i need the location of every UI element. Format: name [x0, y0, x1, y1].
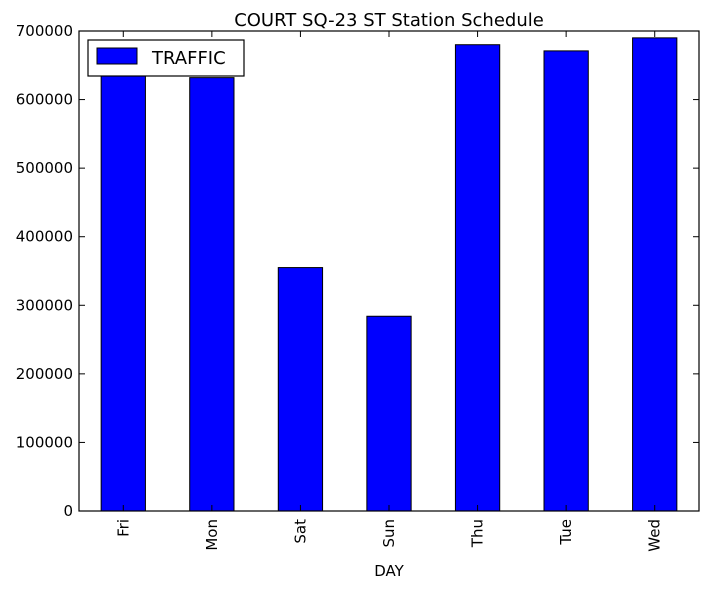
y-tick-label: 200000 — [16, 365, 73, 383]
x-tick-label: Thu — [469, 519, 487, 548]
y-tick-label: 600000 — [16, 91, 73, 109]
y-tick-label: 400000 — [16, 228, 73, 246]
y-tick-label: 0 — [63, 502, 73, 520]
y-tick-label: 500000 — [16, 159, 73, 177]
bar-sun — [366, 315, 412, 512]
x-tick-label: Tue — [557, 519, 575, 546]
x-tick-label: Sun — [380, 519, 398, 548]
x-tick-label: Fri — [114, 519, 132, 537]
bars-group — [100, 37, 678, 512]
x-tick-label: Wed — [646, 519, 664, 552]
x-tick-label: Sat — [291, 519, 309, 544]
bar-thu — [454, 44, 501, 512]
legend: TRAFFIC — [87, 39, 245, 77]
chart-title: COURT SQ-23 ST Station Schedule — [234, 10, 544, 31]
bar-mon — [189, 77, 235, 512]
y-tick-label: 700000 — [16, 22, 73, 40]
bar-tue — [543, 50, 589, 512]
y-axis: 0 100000 200000 300000 400000 500000 600000 700… — [16, 22, 699, 520]
bar-sat — [277, 267, 324, 512]
y-tick-label: 100000 — [16, 433, 73, 451]
bar-wed — [632, 37, 678, 512]
legend-swatch — [96, 47, 138, 65]
y-tick-label: 300000 — [16, 296, 73, 314]
x-axis-label: DAY — [374, 562, 404, 580]
bar-fri — [100, 74, 146, 512]
x-tick-label: Mon — [203, 519, 221, 551]
x-axis: Fri Mon Sat Sun Thu Tue Wed — [114, 31, 664, 552]
legend-label: TRAFFIC — [151, 48, 226, 69]
